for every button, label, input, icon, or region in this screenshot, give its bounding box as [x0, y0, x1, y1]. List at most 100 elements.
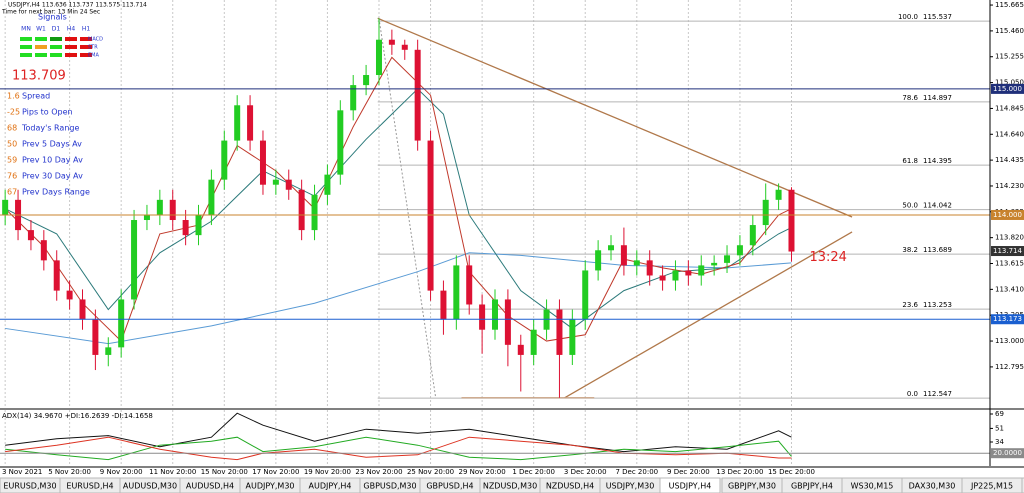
tab[interactable]	[1021, 477, 1024, 493]
candle-body	[427, 140, 434, 291]
tab-label[interactable]: NZDUSD,M30	[483, 482, 537, 491]
indicator-title: ADX(14) 34.9670 +DI:16.2639 -DI:14.1658	[2, 412, 153, 420]
candle-body	[118, 299, 125, 348]
info-value: 68	[7, 124, 17, 133]
candle-body	[66, 290, 73, 300]
candle-body	[375, 39, 382, 76]
x-tick-label: 25 Nov 20:00	[407, 468, 454, 476]
candle-body	[698, 265, 705, 276]
info-label: Prev 10 Day Av	[22, 156, 83, 165]
tab-label[interactable]: USDJPY,H4	[669, 482, 712, 491]
x-tick-label: 17 Nov 20:00	[252, 468, 299, 476]
x-tick-label: 19 Nov 20:00	[304, 468, 351, 476]
x-tick-label: 29 Nov 20:00	[459, 468, 506, 476]
candle-body	[53, 260, 60, 291]
candle-body	[724, 255, 731, 263]
symbol-line: USDJPY,H4 113.636 113.737 113.575 113.71…	[8, 2, 147, 9]
timer-line: Time for next bar: 13 Min 24 Sec	[1, 9, 100, 16]
signals-title: Signals	[38, 13, 67, 22]
candle-body	[530, 329, 537, 355]
y-tick-label: 112.795	[995, 363, 1024, 371]
candle-body	[646, 260, 653, 276]
price-box-label: 114.000	[993, 211, 1022, 219]
signal-cell	[50, 37, 62, 41]
info-label: Prev 5 Days Av	[22, 140, 82, 149]
candle-body	[105, 347, 112, 355]
tab-label[interactable]: GBPJPY,H4	[791, 482, 833, 491]
fib-price: 114.042	[923, 202, 952, 210]
tab-label[interactable]: AUDJPY,M30	[245, 482, 294, 491]
y-tick-label: 115.665	[995, 1, 1024, 9]
indicator-line	[5, 412, 792, 453]
y-tick-label: 114.640	[995, 130, 1024, 138]
candle-body	[156, 199, 163, 215]
candle-body	[633, 260, 640, 266]
signal-cell	[20, 37, 32, 41]
fib-level: 0.0	[907, 390, 918, 398]
candle-body	[388, 39, 395, 45]
candle-body	[221, 140, 228, 180]
signal-cell	[65, 45, 77, 49]
signal-cell	[35, 37, 47, 41]
tab-label[interactable]: EURUSD,M30	[3, 482, 56, 491]
x-tick-label: 15 Nov 20:00	[201, 468, 248, 476]
signal-name: MACD	[88, 37, 103, 43]
price-box-label: 113.714	[993, 247, 1022, 255]
tab-label[interactable]: DAX30,M30	[909, 482, 956, 491]
signal-cell	[20, 53, 32, 57]
tab-label[interactable]: AUDUSD,H4	[186, 482, 234, 491]
moving-average	[4, 56, 792, 342]
candle-body	[595, 250, 602, 271]
y-tick-label: 114.845	[995, 104, 1024, 112]
timeframe: H4	[67, 26, 76, 33]
timeframe: D1	[52, 26, 61, 33]
candle-body	[259, 140, 266, 185]
candle-body	[762, 199, 769, 226]
tab-label[interactable]: USDJPY,M30	[606, 482, 655, 491]
signal-cell	[80, 53, 92, 57]
tab-label[interactable]: WS30,M15	[851, 482, 894, 491]
y-tick-label: 113.410	[995, 285, 1024, 293]
tab-label[interactable]: AUDJPY,H4	[308, 482, 351, 491]
candle-body	[608, 245, 615, 251]
candle-body	[711, 262, 718, 266]
candle-body	[195, 214, 202, 236]
tab-label[interactable]: EURUSD,H4	[66, 482, 113, 491]
tab-label[interactable]: GBPJPY,M30	[728, 482, 776, 491]
candle-body	[324, 174, 331, 195]
candle-body	[363, 75, 370, 86]
candle-body	[504, 299, 511, 345]
candle-body	[672, 270, 679, 281]
tab-label[interactable]: GBPUSD,M30	[363, 482, 416, 491]
candle-body	[311, 194, 318, 231]
candle-body	[517, 344, 524, 355]
price-box	[991, 246, 1024, 257]
candle-body	[775, 189, 782, 200]
signal-cell	[50, 53, 62, 57]
x-tick-label: 23 Nov 20:00	[355, 468, 402, 476]
tab[interactable]	[659, 477, 721, 493]
candle-body	[788, 189, 795, 252]
candle-body	[182, 220, 189, 236]
tab-label[interactable]: JP225,M15	[970, 482, 1013, 491]
x-tick-label: 15 Dec 20:00	[768, 468, 815, 476]
x-tick-label: 5 Nov 20:00	[48, 468, 91, 476]
fib-price: 113.689	[923, 246, 952, 254]
tab-label[interactable]: NZDUSD,H4	[546, 482, 594, 491]
x-tick-label: 3 Nov 2021	[2, 468, 42, 476]
signal-cell	[80, 37, 92, 41]
fib-price: 113.253	[923, 301, 952, 309]
signal-cell	[35, 45, 47, 49]
signal-cell	[80, 45, 92, 49]
tab-label[interactable]: AUDUSD,M30	[123, 482, 177, 491]
fib-level: 61.8	[902, 157, 918, 165]
x-tick-label: 9 Nov 20:00	[100, 468, 143, 476]
x-tick-label: 9 Dec 20:00	[667, 468, 710, 476]
tab-label[interactable]: GBPUSD,H4	[426, 482, 473, 491]
candle-body	[2, 199, 9, 215]
candle-body	[453, 265, 460, 320]
fib-price: 114.897	[923, 94, 952, 102]
info-value: 1.6	[7, 92, 20, 101]
x-tick-label: 1 Dec 20:00	[512, 468, 555, 476]
